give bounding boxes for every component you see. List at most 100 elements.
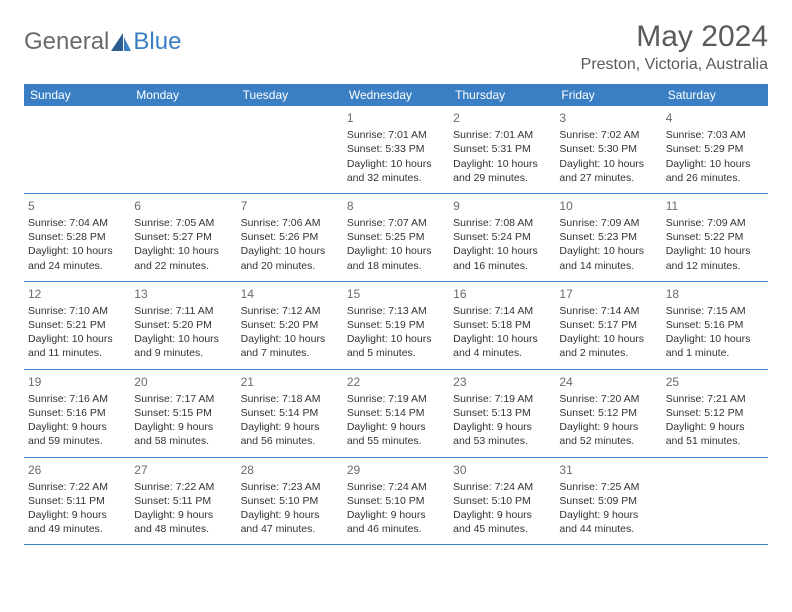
day-detail-sunrise: Sunrise: 7:02 AM bbox=[559, 128, 657, 142]
day-detail-d2: and 46 minutes. bbox=[347, 522, 445, 536]
day-detail-sunset: Sunset: 5:31 PM bbox=[453, 142, 551, 156]
day-number: 5 bbox=[28, 198, 126, 214]
day-detail-d2: and 52 minutes. bbox=[559, 434, 657, 448]
day-detail-sunrise: Sunrise: 7:09 AM bbox=[559, 216, 657, 230]
day-detail-sunrise: Sunrise: 7:25 AM bbox=[559, 480, 657, 494]
day-detail-d2: and 26 minutes. bbox=[666, 171, 764, 185]
calendar-day: 17Sunrise: 7:14 AMSunset: 5:17 PMDayligh… bbox=[555, 282, 661, 369]
day-detail-d2: and 49 minutes. bbox=[28, 522, 126, 536]
day-detail-sunrise: Sunrise: 7:01 AM bbox=[347, 128, 445, 142]
day-detail-sunset: Sunset: 5:14 PM bbox=[347, 406, 445, 420]
day-number: 13 bbox=[134, 286, 232, 302]
logo-sail-icon bbox=[111, 33, 131, 51]
calendar-day: 6Sunrise: 7:05 AMSunset: 5:27 PMDaylight… bbox=[130, 194, 236, 281]
day-detail-d2: and 22 minutes. bbox=[134, 259, 232, 273]
day-number: 4 bbox=[666, 110, 764, 126]
day-number: 25 bbox=[666, 374, 764, 390]
calendar: SundayMondayTuesdayWednesdayThursdayFrid… bbox=[24, 84, 768, 545]
day-detail-sunrise: Sunrise: 7:17 AM bbox=[134, 392, 232, 406]
calendar-day: 19Sunrise: 7:16 AMSunset: 5:16 PMDayligh… bbox=[24, 370, 130, 457]
calendar-day: 31Sunrise: 7:25 AMSunset: 5:09 PMDayligh… bbox=[555, 458, 661, 545]
day-detail-sunrise: Sunrise: 7:16 AM bbox=[28, 392, 126, 406]
calendar-day: 11Sunrise: 7:09 AMSunset: 5:22 PMDayligh… bbox=[662, 194, 768, 281]
day-detail-sunset: Sunset: 5:23 PM bbox=[559, 230, 657, 244]
day-detail-sunrise: Sunrise: 7:19 AM bbox=[453, 392, 551, 406]
day-detail-d1: Daylight: 9 hours bbox=[241, 420, 339, 434]
day-detail-sunrise: Sunrise: 7:24 AM bbox=[347, 480, 445, 494]
calendar-day: 8Sunrise: 7:07 AMSunset: 5:25 PMDaylight… bbox=[343, 194, 449, 281]
day-detail-d2: and 14 minutes. bbox=[559, 259, 657, 273]
day-detail-sunset: Sunset: 5:20 PM bbox=[134, 318, 232, 332]
day-detail-d2: and 45 minutes. bbox=[453, 522, 551, 536]
day-detail-sunrise: Sunrise: 7:21 AM bbox=[666, 392, 764, 406]
day-detail-d1: Daylight: 10 hours bbox=[347, 332, 445, 346]
day-number: 3 bbox=[559, 110, 657, 126]
day-detail-sunset: Sunset: 5:19 PM bbox=[347, 318, 445, 332]
calendar-day-empty bbox=[662, 458, 768, 545]
day-detail-d1: Daylight: 10 hours bbox=[453, 244, 551, 258]
day-detail-sunrise: Sunrise: 7:22 AM bbox=[28, 480, 126, 494]
calendar-day: 7Sunrise: 7:06 AMSunset: 5:26 PMDaylight… bbox=[237, 194, 343, 281]
calendar-week: 12Sunrise: 7:10 AMSunset: 5:21 PMDayligh… bbox=[24, 282, 768, 370]
day-detail-d1: Daylight: 9 hours bbox=[347, 508, 445, 522]
day-detail-d1: Daylight: 10 hours bbox=[134, 332, 232, 346]
day-detail-d2: and 58 minutes. bbox=[134, 434, 232, 448]
calendar-day: 9Sunrise: 7:08 AMSunset: 5:24 PMDaylight… bbox=[449, 194, 555, 281]
calendar-day: 4Sunrise: 7:03 AMSunset: 5:29 PMDaylight… bbox=[662, 106, 768, 193]
calendar-day-empty bbox=[130, 106, 236, 193]
calendar-day: 26Sunrise: 7:22 AMSunset: 5:11 PMDayligh… bbox=[24, 458, 130, 545]
weekday-header: Saturday bbox=[662, 84, 768, 106]
day-detail-sunset: Sunset: 5:33 PM bbox=[347, 142, 445, 156]
day-detail-sunrise: Sunrise: 7:19 AM bbox=[347, 392, 445, 406]
day-detail-d1: Daylight: 10 hours bbox=[241, 332, 339, 346]
day-detail-d1: Daylight: 10 hours bbox=[666, 332, 764, 346]
calendar-day: 22Sunrise: 7:19 AMSunset: 5:14 PMDayligh… bbox=[343, 370, 449, 457]
day-number: 14 bbox=[241, 286, 339, 302]
calendar-day: 21Sunrise: 7:18 AMSunset: 5:14 PMDayligh… bbox=[237, 370, 343, 457]
day-detail-sunset: Sunset: 5:22 PM bbox=[666, 230, 764, 244]
calendar-day: 30Sunrise: 7:24 AMSunset: 5:10 PMDayligh… bbox=[449, 458, 555, 545]
header: General Blue May 2024 Preston, Victoria,… bbox=[24, 20, 768, 74]
day-detail-sunrise: Sunrise: 7:03 AM bbox=[666, 128, 764, 142]
calendar-day: 29Sunrise: 7:24 AMSunset: 5:10 PMDayligh… bbox=[343, 458, 449, 545]
day-number: 11 bbox=[666, 198, 764, 214]
day-detail-sunset: Sunset: 5:27 PM bbox=[134, 230, 232, 244]
day-detail-sunrise: Sunrise: 7:23 AM bbox=[241, 480, 339, 494]
calendar-day: 24Sunrise: 7:20 AMSunset: 5:12 PMDayligh… bbox=[555, 370, 661, 457]
day-detail-sunrise: Sunrise: 7:05 AM bbox=[134, 216, 232, 230]
logo: General Blue bbox=[24, 28, 181, 56]
day-detail-d2: and 12 minutes. bbox=[666, 259, 764, 273]
day-detail-sunset: Sunset: 5:10 PM bbox=[453, 494, 551, 508]
calendar-day: 13Sunrise: 7:11 AMSunset: 5:20 PMDayligh… bbox=[130, 282, 236, 369]
day-detail-sunrise: Sunrise: 7:14 AM bbox=[559, 304, 657, 318]
day-detail-sunrise: Sunrise: 7:06 AM bbox=[241, 216, 339, 230]
title-block: May 2024 Preston, Victoria, Australia bbox=[581, 20, 768, 74]
calendar-day: 18Sunrise: 7:15 AMSunset: 5:16 PMDayligh… bbox=[662, 282, 768, 369]
day-detail-d2: and 20 minutes. bbox=[241, 259, 339, 273]
calendar-day: 2Sunrise: 7:01 AMSunset: 5:31 PMDaylight… bbox=[449, 106, 555, 193]
day-number: 2 bbox=[453, 110, 551, 126]
calendar-day: 14Sunrise: 7:12 AMSunset: 5:20 PMDayligh… bbox=[237, 282, 343, 369]
day-number: 31 bbox=[559, 462, 657, 478]
day-number: 7 bbox=[241, 198, 339, 214]
calendar-day: 23Sunrise: 7:19 AMSunset: 5:13 PMDayligh… bbox=[449, 370, 555, 457]
day-detail-d2: and 55 minutes. bbox=[347, 434, 445, 448]
day-detail-d1: Daylight: 9 hours bbox=[28, 420, 126, 434]
day-detail-d2: and 16 minutes. bbox=[453, 259, 551, 273]
day-detail-d2: and 29 minutes. bbox=[453, 171, 551, 185]
day-detail-d2: and 27 minutes. bbox=[559, 171, 657, 185]
day-detail-sunset: Sunset: 5:21 PM bbox=[28, 318, 126, 332]
day-detail-sunrise: Sunrise: 7:18 AM bbox=[241, 392, 339, 406]
day-detail-sunrise: Sunrise: 7:01 AM bbox=[453, 128, 551, 142]
calendar-week: 26Sunrise: 7:22 AMSunset: 5:11 PMDayligh… bbox=[24, 458, 768, 546]
day-detail-sunset: Sunset: 5:24 PM bbox=[453, 230, 551, 244]
day-detail-d2: and 59 minutes. bbox=[28, 434, 126, 448]
day-detail-d1: Daylight: 9 hours bbox=[453, 420, 551, 434]
day-detail-sunset: Sunset: 5:15 PM bbox=[134, 406, 232, 420]
day-detail-d1: Daylight: 9 hours bbox=[347, 420, 445, 434]
calendar-day: 12Sunrise: 7:10 AMSunset: 5:21 PMDayligh… bbox=[24, 282, 130, 369]
day-number: 15 bbox=[347, 286, 445, 302]
weekday-header-row: SundayMondayTuesdayWednesdayThursdayFrid… bbox=[24, 84, 768, 106]
day-detail-d1: Daylight: 10 hours bbox=[559, 157, 657, 171]
day-detail-sunrise: Sunrise: 7:07 AM bbox=[347, 216, 445, 230]
